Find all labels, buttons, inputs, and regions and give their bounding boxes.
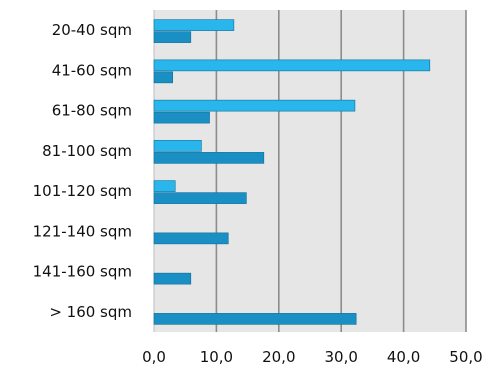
category-label: 81-100 sqm — [42, 142, 132, 160]
category-label: 61-80 sqm — [52, 102, 132, 120]
x-tick-label: 30,0 — [324, 348, 357, 366]
bar — [153, 180, 176, 192]
x-tick-label: 20,0 — [262, 348, 295, 366]
category-label: > 160 sqm — [49, 303, 132, 321]
x-tick-label: 40,0 — [387, 348, 420, 366]
x-tick-label: 10,0 — [200, 348, 233, 366]
bar — [153, 152, 265, 164]
bar — [153, 232, 229, 245]
bar — [153, 71, 174, 84]
category-label: 101-120 sqm — [33, 182, 132, 200]
bar — [153, 140, 202, 152]
bar — [153, 19, 235, 31]
bar — [153, 31, 192, 43]
bar — [153, 272, 192, 285]
category-label: 41-60 sqm — [52, 61, 132, 79]
plot-area — [154, 10, 466, 332]
bar — [153, 59, 431, 72]
x-tick-label: 50,0 — [449, 348, 482, 366]
category-label: 121-140 sqm — [33, 222, 132, 240]
category-label: 20-40 sqm — [52, 21, 132, 39]
bar — [153, 313, 357, 325]
bar — [153, 111, 210, 124]
category-label: 141-160 sqm — [33, 263, 132, 281]
x-tick-label: 0,0 — [142, 348, 166, 366]
bar — [153, 99, 356, 112]
bar — [153, 192, 247, 204]
